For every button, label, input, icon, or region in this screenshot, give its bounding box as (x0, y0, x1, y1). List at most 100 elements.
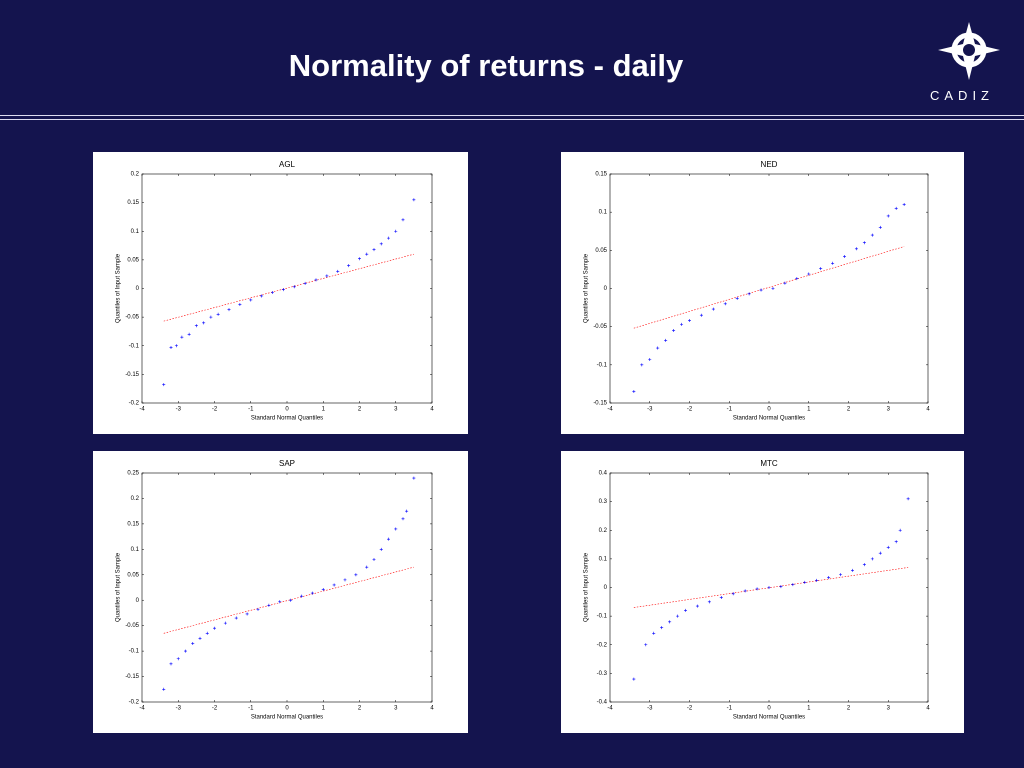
data-point (365, 252, 369, 256)
x-tick-label: -3 (176, 706, 182, 712)
reference-line (163, 253, 414, 322)
data-point (169, 345, 173, 349)
data-point (870, 557, 874, 561)
data-point (249, 298, 253, 302)
x-tick-label: -3 (647, 407, 653, 413)
x-axis-label: Standard Normal Quantiles (733, 416, 805, 422)
y-tick-label: 0.1 (131, 229, 140, 235)
data-point (332, 583, 336, 587)
data-point (372, 248, 376, 252)
data-point (711, 307, 715, 311)
data-point (878, 225, 882, 229)
data-point (886, 545, 890, 549)
y-tick-label: -0.15 (125, 674, 139, 680)
data-point (379, 242, 383, 246)
data-point (668, 620, 672, 624)
data-point (886, 214, 890, 218)
y-tick-label: -0.1 (597, 362, 608, 368)
x-tick-label: -2 (687, 706, 693, 712)
data-point (644, 643, 648, 647)
rule (0, 119, 1024, 120)
data-point (205, 631, 209, 635)
data-point (731, 592, 735, 596)
x-axis-label: Standard Normal Quantiles (251, 416, 323, 422)
data-point (795, 277, 799, 281)
x-tick-label: -4 (607, 407, 613, 413)
y-tick-label: -0.05 (593, 324, 607, 330)
chart-title: MTC (760, 459, 778, 468)
data-point (198, 636, 202, 640)
data-point (194, 324, 198, 328)
data-point (216, 312, 220, 316)
x-tick-label: 2 (847, 407, 851, 413)
data-point (878, 551, 882, 555)
qq-plot: AGL Standard Normal Quantiles Quantiles of… (93, 152, 468, 434)
data-point (271, 291, 274, 295)
data-point (387, 236, 390, 240)
data-point (767, 586, 771, 589)
data-point (791, 583, 795, 587)
x-axis-label: Standard Normal Quantiles (733, 715, 805, 721)
data-point (354, 573, 358, 577)
y-tick-label: -0.2 (129, 401, 140, 407)
reference-line (633, 567, 909, 608)
chart-title: AGL (279, 160, 296, 169)
data-point (191, 641, 195, 645)
y-tick-label: -0.1 (597, 614, 608, 620)
y-tick-label: 0 (136, 598, 140, 604)
data-point (652, 631, 656, 635)
data-point (807, 272, 811, 276)
data-point (906, 497, 910, 501)
y-tick-label: 0.1 (599, 210, 608, 216)
data-point (281, 288, 285, 292)
data-point (162, 383, 166, 387)
x-tick-label: 2 (358, 407, 362, 413)
y-tick-label: 0.1 (131, 547, 140, 553)
y-tick-label: -0.15 (125, 372, 139, 378)
y-tick-label: -0.3 (597, 671, 608, 677)
x-tick-label: 2 (358, 706, 362, 712)
data-point (839, 573, 843, 577)
x-axis-label: Standard Normal Quantiles (251, 715, 323, 721)
data-point (187, 332, 191, 336)
logo-text: CADIZ (930, 88, 994, 103)
data-point (300, 594, 303, 598)
x-tick-label: -1 (727, 706, 733, 712)
x-tick-label: 3 (394, 706, 398, 712)
data-point (174, 344, 178, 348)
y-tick-label: 0.25 (127, 471, 139, 477)
data-point (184, 649, 187, 653)
data-point (412, 476, 416, 480)
data-point (365, 565, 369, 569)
y-axis-label: Quantiles of Input Sample (584, 552, 590, 622)
axes-box (609, 173, 929, 404)
data-point (831, 261, 835, 265)
data-point (314, 278, 318, 282)
data-point (783, 281, 787, 285)
y-tick-label: 0.1 (599, 556, 608, 562)
data-point (169, 662, 173, 666)
y-tick-label: 0.15 (595, 172, 607, 178)
data-point (278, 600, 282, 604)
data-point (209, 315, 213, 319)
y-tick-label: -0.2 (129, 700, 140, 706)
data-point (245, 612, 249, 616)
data-point (640, 363, 644, 367)
data-point (862, 563, 866, 567)
data-point (394, 229, 398, 233)
data-point (771, 287, 775, 290)
data-point (260, 294, 264, 298)
x-tick-label: -1 (727, 407, 733, 413)
data-point (394, 527, 398, 531)
y-tick-label: -0.1 (129, 343, 140, 349)
data-point (347, 264, 351, 268)
rule (0, 115, 1024, 116)
data-point (176, 657, 180, 661)
x-tick-label: -1 (248, 706, 254, 712)
data-point (723, 302, 727, 306)
reference-line (633, 246, 905, 329)
chart-title: SAP (279, 459, 295, 468)
y-tick-label: 0.05 (127, 572, 139, 578)
x-tick-label: -1 (248, 407, 254, 413)
y-tick-label: 0 (604, 585, 608, 591)
